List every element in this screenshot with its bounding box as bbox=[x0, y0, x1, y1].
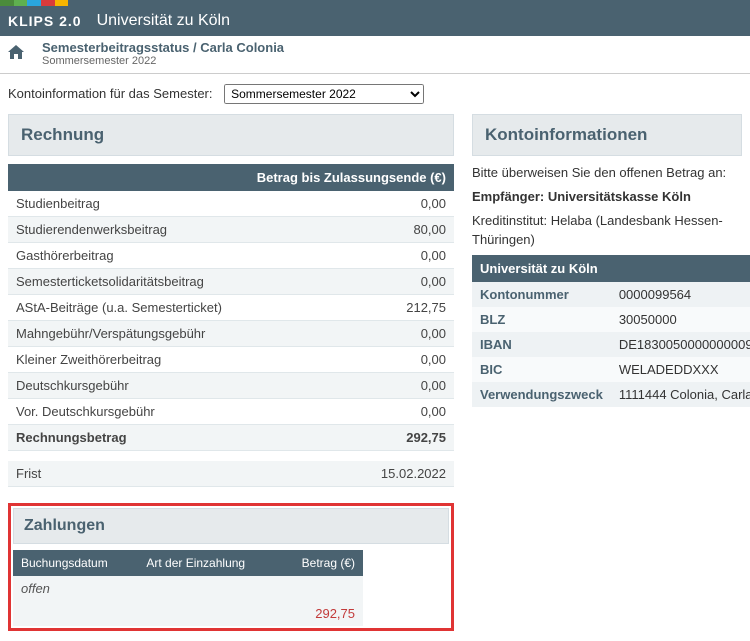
bill-row: Studienbeitrag0,00 bbox=[8, 191, 454, 217]
bill-row-label: Mahngebühr/Verspätungsgebühr bbox=[8, 321, 335, 347]
bill-row: Kleiner Zweithörerbeitrag0,00 bbox=[8, 347, 454, 373]
page-subtitle: Sommersemester 2022 bbox=[42, 55, 284, 67]
kontoinfo-intro: Bitte überweisen Sie den offenen Betrag … bbox=[472, 164, 742, 182]
bank-row: Verwendungszweck1111444 Colonia, Carla bbox=[472, 382, 750, 407]
decorative-topstrip bbox=[0, 0, 750, 6]
bill-row-value: 0,00 bbox=[335, 347, 454, 373]
bank-row-label: Verwendungszweck bbox=[472, 382, 611, 407]
bank-row-value: WELADEDDXXX bbox=[611, 357, 750, 382]
zahlungen-title: Zahlungen bbox=[13, 508, 449, 544]
university-name: Universität zu Köln bbox=[97, 12, 230, 30]
bill-row: Studierendenwerksbeitrag80,00 bbox=[8, 217, 454, 243]
bank-row-value: 1111444 Colonia, Carla bbox=[611, 382, 750, 407]
kontoinfo-recipient: Empfänger: Universitätskasse Köln bbox=[472, 189, 691, 204]
sub-header: Semesterbeitragsstatus / Carla Colonia S… bbox=[0, 36, 750, 74]
zahlungen-col-art: Art der Einzahlung bbox=[138, 550, 278, 576]
bill-total-value: 292,75 bbox=[335, 425, 454, 451]
bill-row-label: Kleiner Zweithörerbeitrag bbox=[8, 347, 335, 373]
rechnung-title: Rechnung bbox=[8, 114, 454, 156]
home-icon[interactable] bbox=[8, 45, 24, 62]
semester-select[interactable]: Sommersemester 2022 bbox=[224, 84, 424, 104]
bank-row-label: IBAN bbox=[472, 332, 611, 357]
bank-row-value: DE18300500000000099564 bbox=[611, 332, 750, 357]
bill-row-value: 0,00 bbox=[335, 191, 454, 217]
bank-row-value: 30050000 bbox=[611, 307, 750, 332]
zahlungen-open-label: offen bbox=[13, 576, 363, 601]
bill-row-value: 212,75 bbox=[335, 295, 454, 321]
bill-row-label: Semesterticketsolidaritätsbeitrag bbox=[8, 269, 335, 295]
bank-row: IBANDE18300500000000099564 bbox=[472, 332, 750, 357]
bill-row-value: 80,00 bbox=[335, 217, 454, 243]
page-title: Semesterbeitragsstatus / Carla Colonia bbox=[42, 40, 284, 55]
bank-row: BICWELADEDDXXX bbox=[472, 357, 750, 382]
bill-frist-value: 15.02.2022 bbox=[335, 461, 454, 487]
bank-row: BLZ30050000 bbox=[472, 307, 750, 332]
bank-row-label: Kontonummer bbox=[472, 282, 611, 307]
bill-row-label: Deutschkursgebühr bbox=[8, 373, 335, 399]
bill-row: Deutschkursgebühr0,00 bbox=[8, 373, 454, 399]
bill-row-label: Gasthörerbeitrag bbox=[8, 243, 335, 269]
rechnung-header: Betrag bis Zulassungsende (€) bbox=[8, 164, 454, 191]
bank-row: Kontonummer0000099564 bbox=[472, 282, 750, 307]
bank-row-value: 0000099564 bbox=[611, 282, 750, 307]
zahlungen-open-amount: 292,75 bbox=[13, 601, 363, 626]
bill-row-label: Studierendenwerksbeitrag bbox=[8, 217, 335, 243]
rechnung-table: Betrag bis Zulassungsende (€) Studienbei… bbox=[8, 164, 454, 487]
zahlungen-col-betrag: Betrag (€) bbox=[278, 550, 363, 576]
bank-row-label: BLZ bbox=[472, 307, 611, 332]
bill-row: Mahngebühr/Verspätungsgebühr0,00 bbox=[8, 321, 454, 347]
bill-row-label: Studienbeitrag bbox=[8, 191, 335, 217]
bank-row-label: BIC bbox=[472, 357, 611, 382]
bill-row-value: 0,00 bbox=[335, 321, 454, 347]
kontoinfo-title: Kontoinformationen bbox=[472, 114, 742, 156]
bill-row: Gasthörerbeitrag0,00 bbox=[8, 243, 454, 269]
bill-total-label: Rechnungsbetrag bbox=[8, 425, 335, 451]
app-logo: KLIPS 2.0 bbox=[8, 13, 82, 29]
semester-selector-row: Kontoinformation für das Semester: Somme… bbox=[0, 74, 750, 114]
bill-row-label: Vor. Deutschkursgebühr bbox=[8, 399, 335, 425]
bank-table: Universität zu Köln Kontonummer000009956… bbox=[472, 255, 750, 407]
zahlungen-table: Buchungsdatum Art der Einzahlung Betrag … bbox=[13, 550, 363, 626]
bill-row-value: 0,00 bbox=[335, 269, 454, 295]
semester-selector-label: Kontoinformation für das Semester: bbox=[8, 86, 213, 101]
zahlungen-col-buchungsdatum: Buchungsdatum bbox=[13, 550, 138, 576]
bill-row-label: AStA-Beiträge (u.a. Semesterticket) bbox=[8, 295, 335, 321]
bill-row: AStA-Beiträge (u.a. Semesterticket)212,7… bbox=[8, 295, 454, 321]
bill-row-value: 0,00 bbox=[335, 243, 454, 269]
bill-row: Vor. Deutschkursgebühr0,00 bbox=[8, 399, 454, 425]
zahlungen-highlight-box: Zahlungen Buchungsdatum Art der Einzahlu… bbox=[8, 503, 454, 631]
bill-row: Semesterticketsolidaritätsbeitrag0,00 bbox=[8, 269, 454, 295]
bill-row-value: 0,00 bbox=[335, 373, 454, 399]
bill-frist-label: Frist bbox=[8, 461, 335, 487]
bank-table-header: Universität zu Köln bbox=[472, 255, 750, 282]
kontoinfo-bank: Kreditinstitut: Helaba (Landesbank Hesse… bbox=[472, 212, 742, 248]
bill-row-value: 0,00 bbox=[335, 399, 454, 425]
main-header: KLIPS 2.0 Universität zu Köln bbox=[0, 6, 750, 36]
